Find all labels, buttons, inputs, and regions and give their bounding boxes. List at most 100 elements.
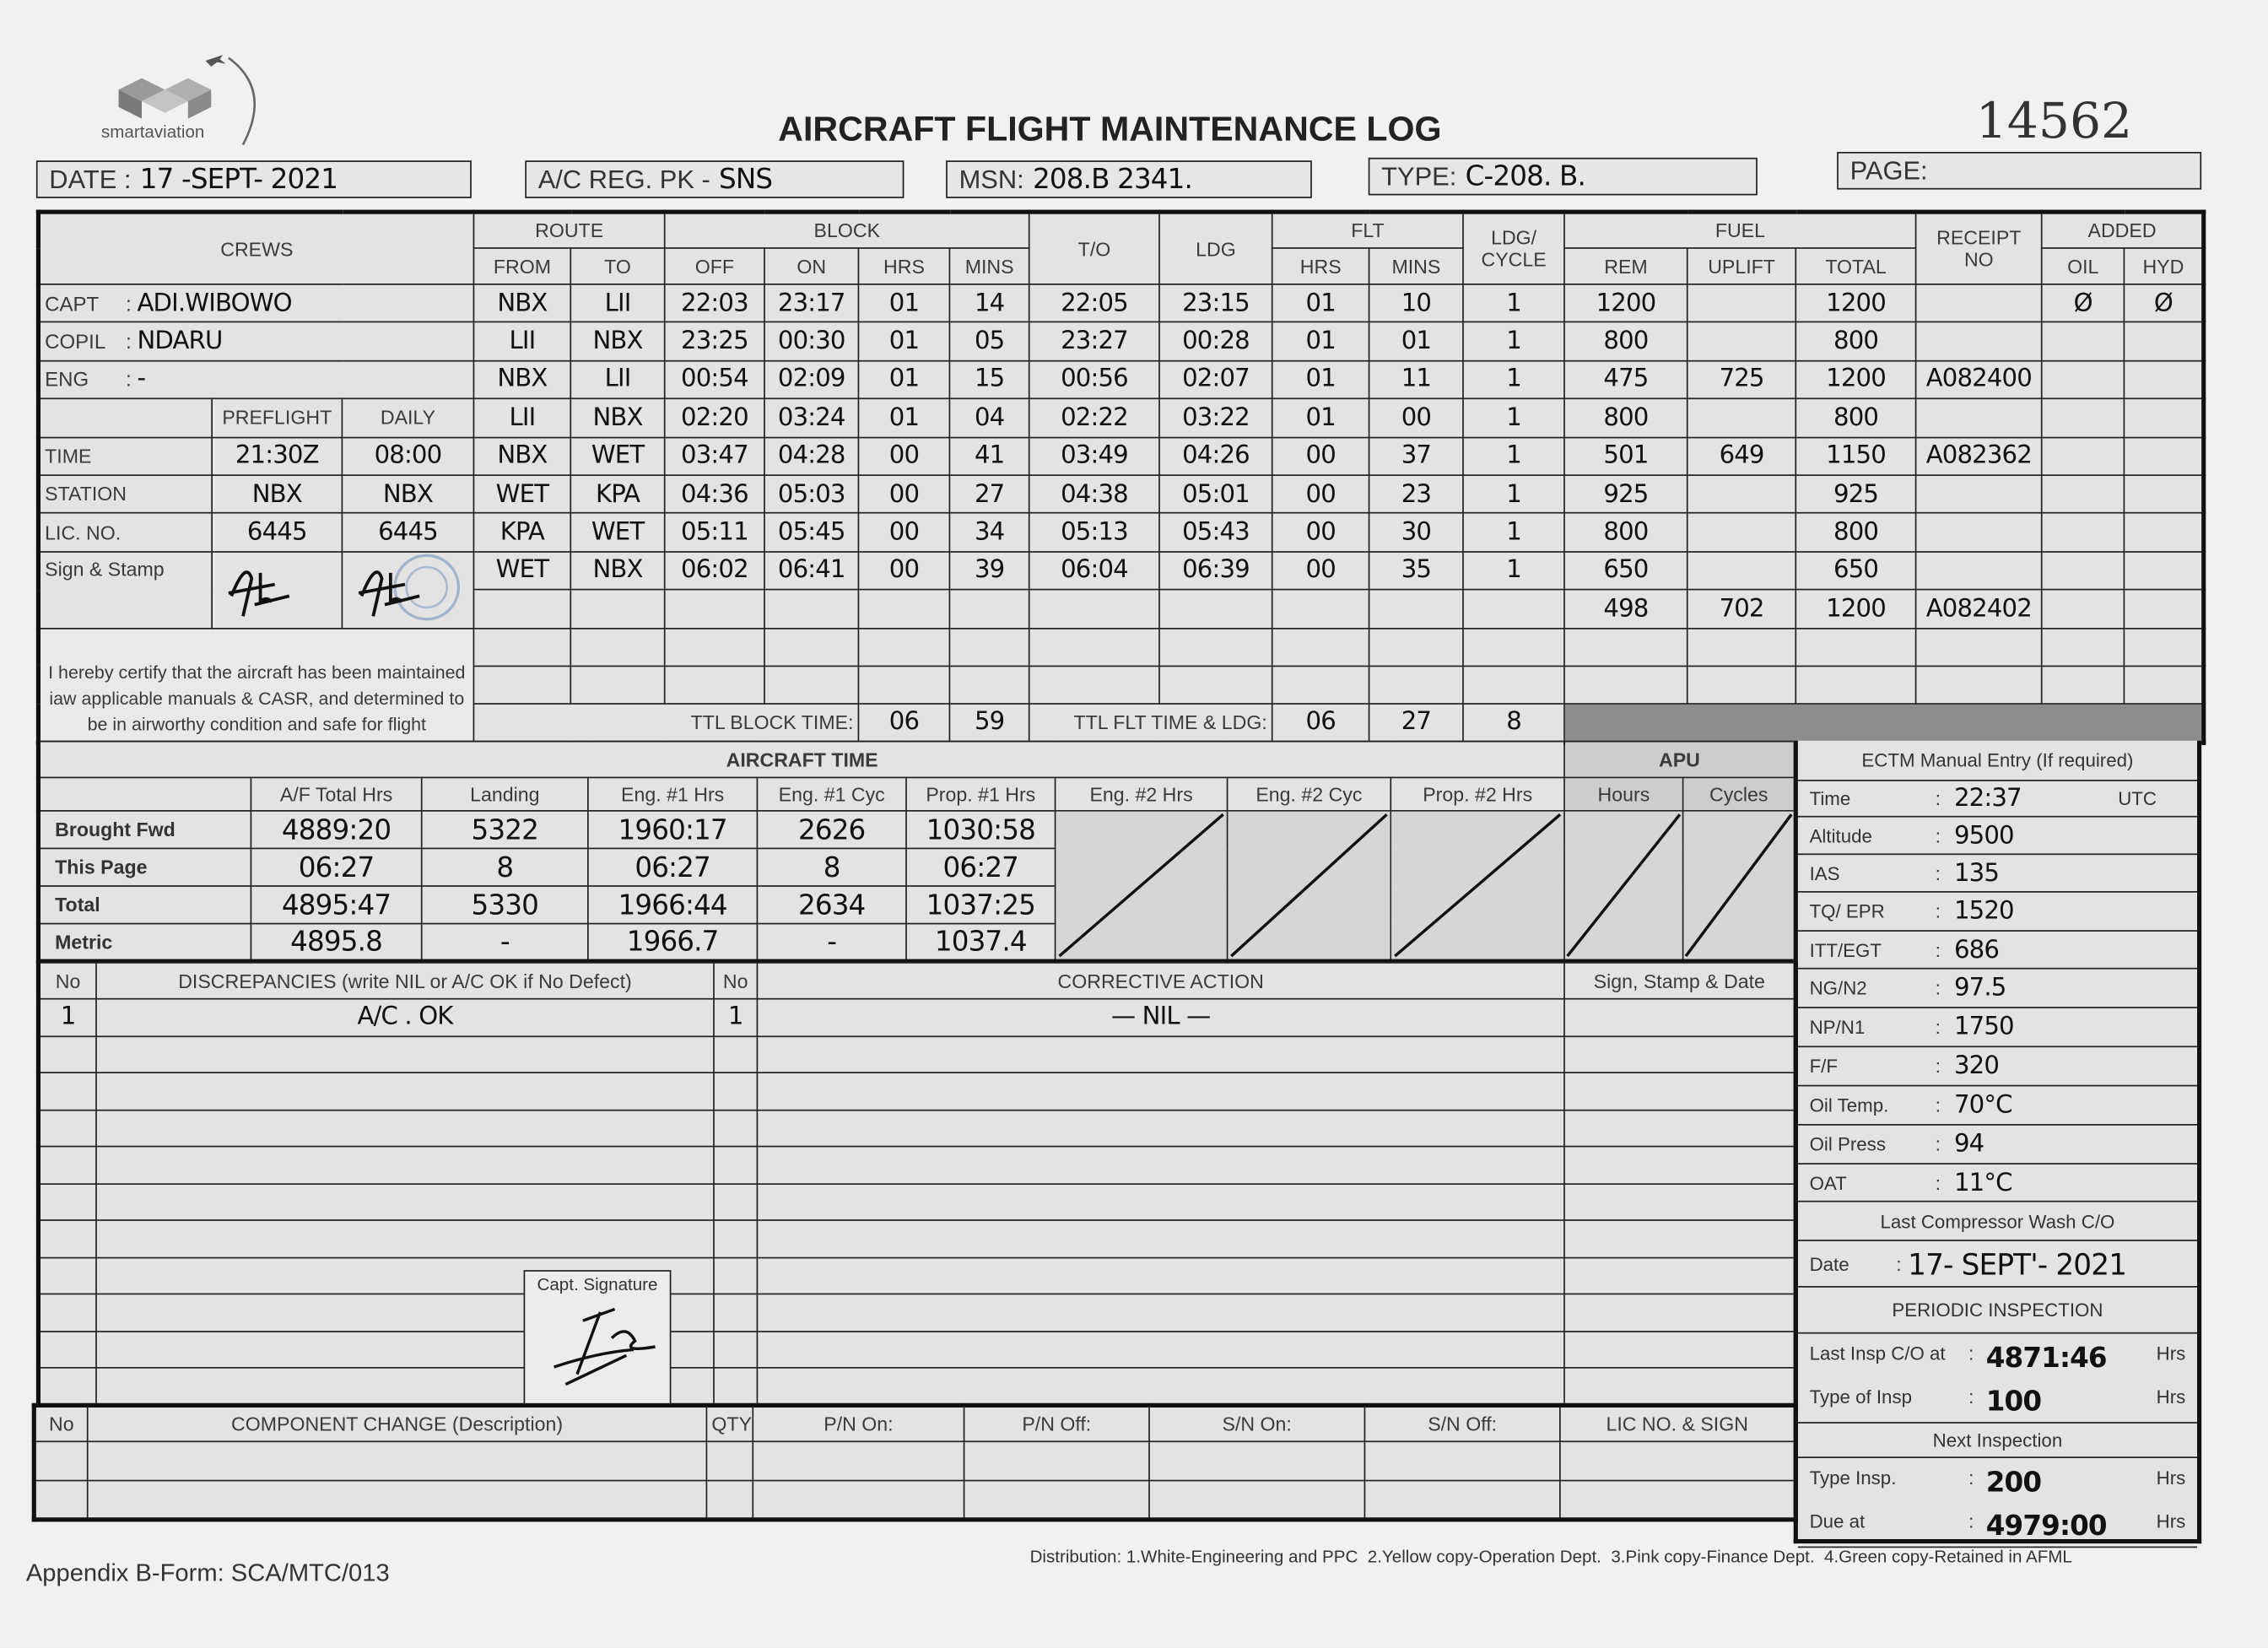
fuel-total[interactable]: 650	[1795, 550, 1917, 591]
flight-flt-mins[interactable]: 23	[1368, 474, 1464, 515]
ttl-flt-mins[interactable]: 27	[1368, 703, 1464, 743]
flight-to[interactable]	[570, 627, 666, 667]
flight-block-mins[interactable]	[948, 627, 1030, 667]
action-no[interactable]	[713, 1072, 759, 1110]
flight-block-mins[interactable]: 15	[948, 359, 1030, 400]
discrepancy-no[interactable]	[37, 1182, 97, 1221]
fuel-uplift[interactable]	[1686, 665, 1797, 705]
fuel-uplift[interactable]	[1686, 321, 1797, 362]
flight-off[interactable]	[663, 588, 765, 629]
fuel-total[interactable]: 1150	[1795, 435, 1917, 476]
flight-on[interactable]: 05:45	[764, 512, 860, 553]
fuel-total[interactable]: 1200	[1795, 359, 1917, 400]
aircraft-time-value[interactable]: -	[756, 922, 907, 963]
discrepancy-description[interactable]	[95, 1182, 715, 1221]
fuel-oil[interactable]	[2041, 512, 2125, 553]
fuel-total[interactable]: 800	[1795, 512, 1917, 553]
action-no[interactable]	[713, 1035, 759, 1073]
corrective-action[interactable]	[756, 1219, 1565, 1258]
date-field[interactable]: DATE : 17 -SEPT- 2021	[35, 160, 472, 198]
fuel-receipt[interactable]	[1914, 397, 2043, 438]
fuel-rem[interactable]: 1200	[1563, 283, 1688, 323]
component-change-cell[interactable]	[33, 1440, 89, 1482]
flight-on[interactable]: 04:28	[764, 435, 860, 476]
flight-takeoff[interactable]: 06:04	[1028, 550, 1160, 591]
type-field[interactable]: TYPE: C-208. B.	[1368, 157, 1758, 196]
flight-on[interactable]: 05:03	[764, 474, 860, 515]
action-no[interactable]	[713, 1109, 759, 1148]
component-change-cell[interactable]	[1364, 1440, 1561, 1482]
flight-to[interactable]	[570, 588, 666, 629]
flight-on[interactable]: 23:17	[764, 283, 860, 323]
flight-off[interactable]: 06:02	[663, 550, 765, 591]
sign-stamp-date[interactable]	[1563, 1256, 1797, 1295]
flight-to[interactable]: LII	[570, 359, 666, 400]
flight-off[interactable]: 00:54	[663, 359, 765, 400]
sign-stamp-date[interactable]	[1563, 1145, 1797, 1185]
flight-cycle[interactable]: 1	[1462, 283, 1565, 323]
fuel-total[interactable]: 1200	[1795, 588, 1917, 629]
fuel-receipt[interactable]	[1914, 627, 2043, 667]
flight-block-hrs[interactable]: 00	[857, 512, 951, 553]
flight-off[interactable]: 02:20	[663, 397, 765, 438]
flight-block-hrs[interactable]: 01	[857, 283, 951, 323]
sign-stamp-date[interactable]	[1563, 1293, 1797, 1332]
flight-on[interactable]	[764, 588, 860, 629]
flight-takeoff[interactable]	[1028, 665, 1160, 705]
flight-flt-hrs[interactable]: 00	[1271, 512, 1370, 553]
aircraft-time-value[interactable]: 1966.7	[587, 922, 759, 963]
fuel-receipt[interactable]: A082400	[1914, 359, 2043, 400]
flight-off[interactable]: 22:03	[663, 283, 765, 323]
ectm-value[interactable]: 135	[1954, 858, 2000, 888]
flight-block-hrs[interactable]	[857, 627, 951, 667]
flight-off[interactable]: 05:11	[663, 512, 765, 553]
corrective-action[interactable]	[756, 1072, 1565, 1110]
fuel-rem[interactable]	[1563, 627, 1688, 667]
flight-landing[interactable]: 05:01	[1158, 474, 1273, 515]
flight-cycle[interactable]: 1	[1462, 321, 1565, 362]
fuel-hyd[interactable]	[2123, 588, 2205, 629]
flight-takeoff[interactable]: 03:49	[1028, 435, 1160, 476]
fuel-rem[interactable]: 800	[1563, 321, 1688, 362]
ectm-value[interactable]: 1520	[1954, 896, 2015, 927]
flight-landing[interactable]: 05:43	[1158, 512, 1273, 553]
flight-on[interactable]	[764, 665, 860, 705]
fuel-oil[interactable]	[2041, 397, 2125, 438]
aircraft-time-value[interactable]: 4895:47	[250, 885, 423, 925]
flight-block-hrs[interactable]: 01	[857, 359, 951, 400]
component-change-cell[interactable]	[1559, 1440, 1797, 1482]
fuel-hyd[interactable]	[2123, 550, 2205, 591]
msn-field[interactable]: MSN: 208.B 2341.	[946, 160, 1312, 198]
discrepancy-no[interactable]	[37, 1072, 97, 1110]
fuel-receipt[interactable]	[1914, 512, 2043, 553]
fuel-total[interactable]	[1795, 627, 1917, 667]
ectm-value[interactable]: 1750	[1954, 1013, 2015, 1042]
discrepancy-no[interactable]	[37, 1293, 97, 1332]
flight-cycle[interactable]	[1462, 588, 1565, 629]
sign-stamp-date[interactable]	[1563, 1330, 1797, 1369]
corrective-action[interactable]	[756, 1293, 1565, 1332]
aircraft-time-value[interactable]: 06:27	[905, 847, 1056, 887]
ectm-value[interactable]: 9500	[1954, 820, 2015, 851]
fuel-rem[interactable]: 800	[1563, 397, 1688, 438]
action-no[interactable]	[713, 1367, 759, 1406]
flight-flt-mins[interactable]	[1368, 665, 1464, 705]
discrepancy-description[interactable]	[95, 1145, 715, 1185]
fuel-uplift[interactable]	[1686, 512, 1797, 553]
flight-cycle[interactable]: 1	[1462, 397, 1565, 438]
action-no[interactable]	[713, 1330, 759, 1369]
corrective-action[interactable]	[756, 1330, 1565, 1369]
discrepancy-description[interactable]: A/C . OK	[95, 997, 715, 1037]
flight-block-mins[interactable]: 41	[948, 435, 1030, 476]
ac-reg-field[interactable]: A/C REG. PK - SNS	[525, 160, 904, 198]
flight-flt-hrs[interactable]: 01	[1271, 283, 1370, 323]
flight-to[interactable]: WET	[570, 435, 666, 476]
component-change-cell[interactable]	[1148, 1440, 1366, 1482]
fuel-rem[interactable]	[1563, 665, 1688, 705]
flight-block-mins[interactable]: 34	[948, 512, 1030, 553]
fuel-oil[interactable]	[2041, 359, 2125, 400]
aircraft-time-value[interactable]: 1966:44	[587, 885, 759, 925]
component-change-cell[interactable]	[1364, 1479, 1561, 1521]
flight-takeoff[interactable]	[1028, 627, 1160, 667]
action-no[interactable]	[713, 1256, 759, 1295]
